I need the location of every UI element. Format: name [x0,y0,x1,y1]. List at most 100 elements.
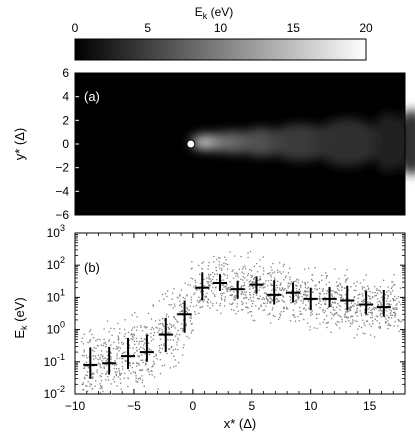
colorbar-gradient [74,38,367,61]
scatter-point [340,316,342,318]
scatter-point [325,293,328,295]
colorbar-tick-label: 15 [287,21,301,35]
scatter-point [344,281,347,283]
scatter-point [245,302,248,304]
x-tick-label: 10 [304,399,318,413]
scatter-point [259,259,261,261]
colorbar-tick-label: 0 [72,21,79,35]
scatter-point [174,327,176,329]
panel-b-xlabel: x* (Δ) [224,416,257,431]
scatter-point [345,278,348,281]
scatter-point [356,309,358,311]
scatter-point [128,339,130,341]
scatter-point [350,302,353,304]
scatter-point [114,371,117,373]
scatter-point [290,293,292,295]
scatter-point [274,315,276,318]
scatter-point [142,359,144,361]
scatter-point [387,286,389,288]
scatter-point [367,313,369,316]
scatter-point [177,329,179,332]
scatter-point [300,286,302,288]
scatter-point [250,300,253,302]
scatter-point [82,383,84,386]
scatter-point [93,350,95,353]
scatter-point [356,311,359,313]
plume-blob [314,118,381,167]
scatter-point [243,272,245,275]
scatter-point [389,300,392,302]
scatter-point [304,291,307,293]
scatter-point [400,303,402,306]
scatter-point [394,314,396,316]
scatter-point [206,277,208,279]
scatter-point [306,295,308,297]
scatter-point [334,268,336,270]
scatter-point [341,295,343,297]
panel-b-ylabel: Ek (eV) [12,297,29,338]
scatter-point [168,327,170,330]
scatter-point [330,305,332,308]
scatter-point [379,312,382,315]
scatter-point [353,282,355,284]
scatter-point [331,293,333,295]
scatter-point [103,338,105,341]
scatter-point [95,357,97,359]
scatter-point [118,370,121,372]
scatter-point [120,388,122,390]
scatter-point [237,276,239,278]
scatter-point [186,335,188,338]
scatter-point [263,292,266,294]
scatter-point [141,375,143,377]
scatter-point [315,284,317,286]
scatter-point [113,381,116,383]
scatter-point [387,294,389,296]
x-tick-label: −5 [127,399,141,413]
scatter-point [289,299,292,301]
scatter-point [215,286,217,288]
scatter-point [200,298,202,301]
scatter-point [174,348,177,350]
scatter-point [176,333,178,335]
scatter-point [282,296,285,298]
scatter-point [340,305,342,308]
scatter-point [389,314,392,316]
scatter-point [168,328,170,330]
scatter-point [344,313,347,315]
scatter-point [338,321,340,323]
scatter-point [253,276,256,279]
scatter-point [398,301,400,303]
error-bar [267,280,282,305]
scatter-point [388,323,390,325]
scatter-point [113,376,116,378]
scatter-point [290,301,292,304]
error-bar [83,347,98,379]
scatter-point [241,292,244,294]
scatter-point [138,348,140,350]
scatter-point [117,322,119,325]
scatter-point [242,302,244,304]
scatter-point [215,302,218,304]
scatter-point [254,290,256,292]
scatter-point [190,299,192,301]
panel-a-label: (a) [84,89,100,104]
scatter-point [375,308,377,310]
scatter-point [387,295,390,297]
scatter-point [331,294,333,296]
scatter-point [164,293,167,295]
scatter-point [154,320,157,322]
scatter-point [337,285,339,288]
scatter-point [396,308,398,310]
scatter-point [233,296,235,298]
scatter-point [327,306,330,309]
scatter-point [109,351,111,353]
scatter-point [170,324,173,326]
scatter-point [212,272,214,274]
scatter-point [210,280,212,282]
scatter-point [226,274,229,277]
scatter-point [346,311,348,313]
scatter-point [82,382,85,384]
plume-blob [371,112,405,173]
scatter-point [334,312,336,315]
scatter-point [386,303,388,305]
